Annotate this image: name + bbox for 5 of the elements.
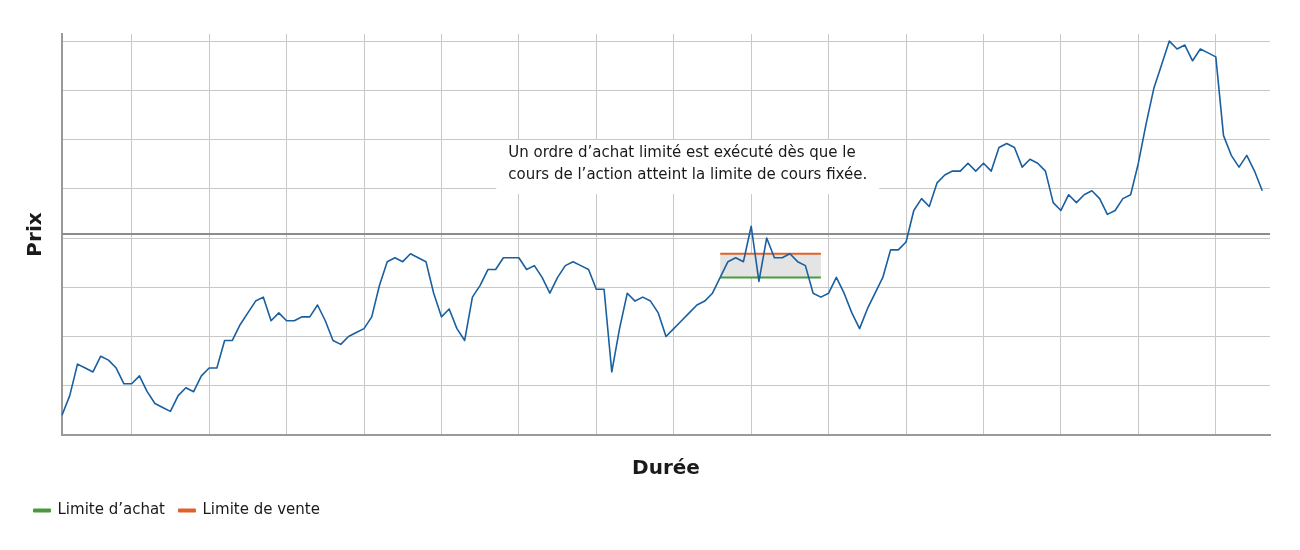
legend-label: Limite de vente bbox=[202, 500, 320, 519]
x-axis-title: Durée bbox=[632, 455, 700, 480]
annotation: Un ordre d’achat limité est exécuté dès que le cours de l’action atteint la limite de cours fixée. bbox=[508, 143, 868, 184]
legend-label: Limite d’achat bbox=[57, 500, 166, 519]
y-axis-title: Prix bbox=[22, 212, 47, 257]
